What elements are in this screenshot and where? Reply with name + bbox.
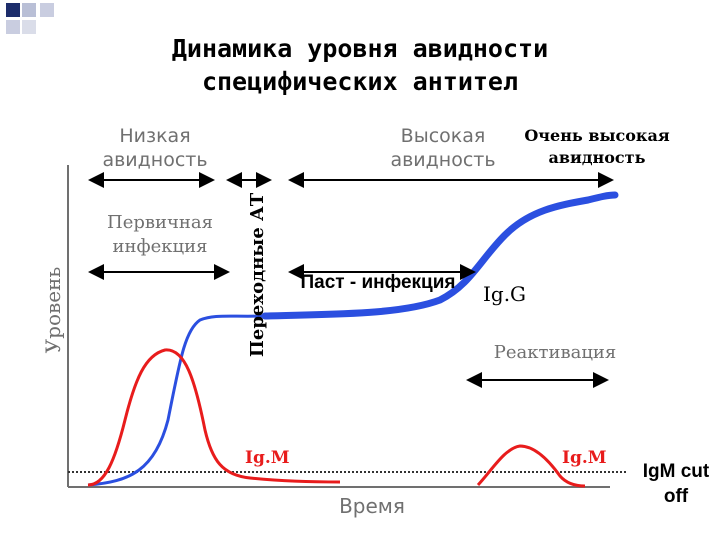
- corner-square-light: [22, 3, 36, 17]
- corner-decoration: [6, 3, 54, 34]
- label-reactivation: Реактивация: [494, 342, 617, 363]
- label-igm-right: Ig.M: [562, 448, 607, 468]
- label-low-avidity-1: Низкая: [119, 125, 190, 147]
- label-igm-cutoff-1: IgM cut: [643, 461, 710, 482]
- label-primary-infection-1: Первичная: [107, 212, 213, 233]
- igg-curve-thick: [261, 191, 619, 320]
- label-very-high-avidity-1: Очень высокая: [524, 126, 669, 145]
- label-primary-infection-2: инфекция: [113, 236, 208, 257]
- y-axis-label: Уровень: [41, 267, 65, 354]
- label-low-avidity-2: авидность: [102, 149, 207, 171]
- title-line-1: Динамика уровня авидности: [171, 34, 549, 63]
- label-high-avidity-1: Высокая: [401, 125, 486, 147]
- x-axis-label: Время: [339, 494, 405, 518]
- corner-square-light: [22, 20, 36, 34]
- label-igm-cutoff-2: off: [664, 486, 689, 507]
- page-title: Динамика уровня авидности специфических …: [0, 32, 720, 98]
- corner-square-light: [40, 3, 54, 17]
- igm-curve-reactivation: [476, 444, 586, 488]
- label-igg: Ig.G: [483, 282, 526, 306]
- label-high-avidity-2: авидность: [390, 149, 495, 171]
- igm-curve-primary: [87, 348, 341, 487]
- label-transitional-antibodies: Переходные АТ: [247, 192, 268, 357]
- corner-square-light: [6, 20, 20, 34]
- corner-square-dark: [6, 3, 20, 17]
- label-igm-left: Ig.M: [245, 448, 290, 468]
- label-past-infection: Паст - инфекция: [300, 272, 455, 293]
- title-line-2: специфических антител: [201, 67, 519, 96]
- label-very-high-avidity-2: авидность: [549, 148, 646, 167]
